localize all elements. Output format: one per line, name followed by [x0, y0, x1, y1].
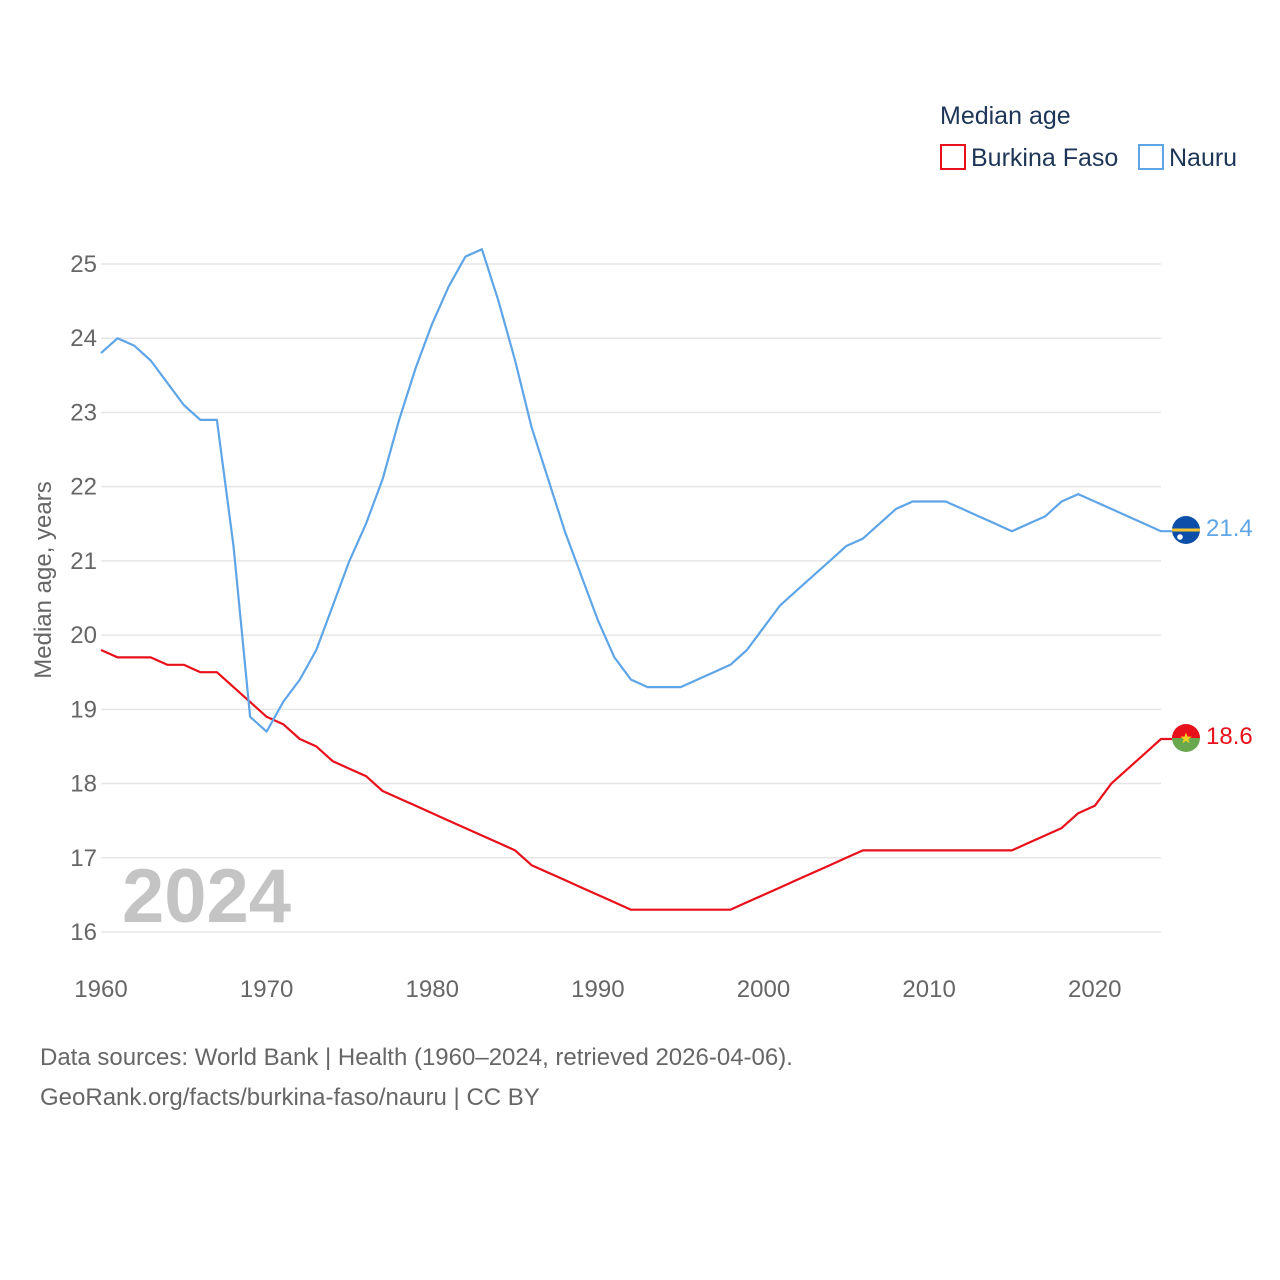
x-tick-label: 2000 — [737, 976, 790, 1003]
y-tick-label: 17 — [70, 845, 97, 872]
y-tick-label: 18 — [70, 771, 97, 798]
x-tick-label: 1960 — [74, 976, 127, 1003]
legend-item-nauru[interactable]: Nauru — [1138, 144, 1237, 172]
footer-sources: Data sources: World Bank | Health (1960–… — [40, 1044, 793, 1071]
x-tick-label: 2020 — [1068, 976, 1121, 1003]
grid — [101, 263, 1161, 933]
y-tick-label: 16 — [70, 919, 97, 946]
x-tick-label: 2010 — [902, 976, 955, 1003]
x-axis: 1960 1970 1980 1990 2000 2010 2020 — [74, 976, 1121, 1003]
legend-item-burkina-faso[interactable]: Burkina Faso — [940, 144, 1118, 172]
x-tick-label: 1980 — [406, 976, 459, 1003]
y-tick-label: 21 — [70, 548, 97, 575]
end-label-nauru: 21.4 — [1206, 515, 1253, 542]
y-tick-label: 25 — [70, 251, 97, 278]
y-axis: 16 17 18 19 20 21 22 23 24 25 — [70, 251, 97, 946]
series-line-burkina-faso[interactable] — [100, 648, 1173, 911]
burkina-faso-flag-icon — [1172, 724, 1200, 752]
legend-swatch-burkina-faso — [940, 144, 966, 170]
series-line-nauru[interactable] — [100, 248, 1173, 733]
legend-title: Median age — [940, 102, 1071, 130]
y-tick-label: 24 — [70, 325, 97, 352]
y-axis-title: Median age, years — [30, 481, 57, 678]
x-tick-label: 1970 — [240, 976, 293, 1003]
year-watermark: 2024 — [122, 854, 291, 939]
x-tick-label: 1990 — [571, 976, 624, 1003]
legend: Median age Burkina Faso Nauru — [940, 102, 1237, 172]
y-tick-label: 19 — [70, 696, 97, 723]
legend-label-burkina-faso: Burkina Faso — [971, 144, 1118, 172]
series-lines — [100, 248, 1173, 911]
legend-label-nauru: Nauru — [1169, 144, 1237, 172]
y-tick-label: 22 — [70, 474, 97, 501]
y-tick-label: 23 — [70, 399, 97, 426]
end-label-burkina-faso: 18.6 — [1206, 723, 1253, 750]
footer-attribution: GeoRank.org/facts/burkina-faso/nauru | C… — [40, 1084, 540, 1111]
nauru-flag-icon — [1172, 516, 1200, 544]
legend-swatch-nauru — [1138, 144, 1164, 170]
y-tick-label: 20 — [70, 622, 97, 649]
